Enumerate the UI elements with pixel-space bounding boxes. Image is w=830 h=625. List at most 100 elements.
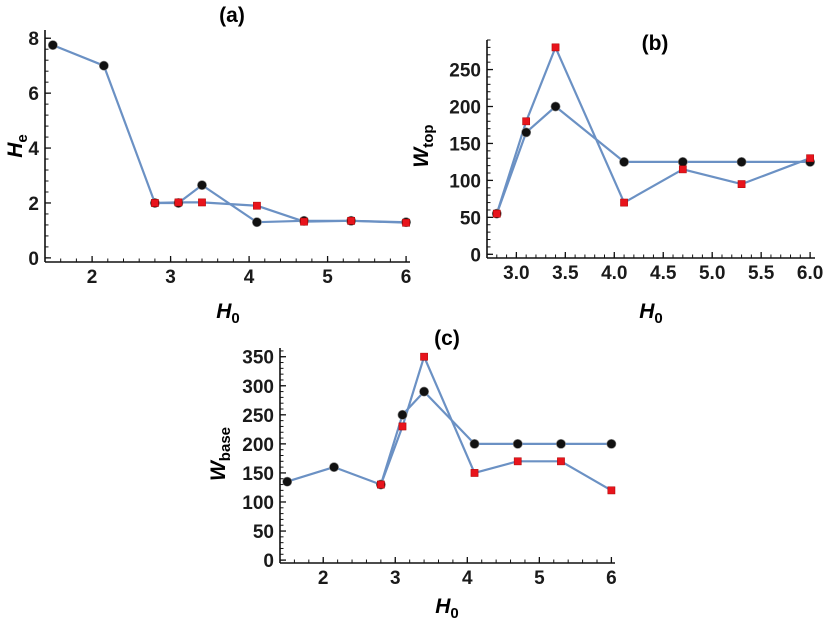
data-point-black — [677, 157, 688, 167]
x-tick-label: 6 — [401, 267, 412, 288]
x-tick-label: 2 — [87, 267, 98, 288]
data-point-black — [736, 157, 747, 167]
y-axis-title: Wbase — [207, 427, 234, 481]
data-point-red — [174, 198, 183, 207]
y-axis-title-subscript: base — [217, 427, 234, 461]
data-point-red — [470, 469, 479, 477]
data-point-black — [521, 127, 532, 138]
data-point-black — [197, 180, 207, 191]
x-axis-title-main: H — [216, 300, 232, 323]
y-tick-label: 150 — [449, 134, 481, 155]
x-tick-label: 3.5 — [552, 263, 579, 284]
data-point-red — [806, 154, 814, 163]
y-tick-label: 350 — [242, 348, 274, 369]
y-tick-label: 0 — [263, 551, 274, 572]
y-axis-title-main: H — [4, 142, 27, 158]
x-axis-title-subscript: 0 — [654, 310, 662, 327]
data-point-red — [420, 352, 428, 361]
y-tick-label: 4 — [28, 139, 39, 160]
data-point-black — [329, 462, 339, 473]
x-tick-label: 5 — [322, 267, 333, 288]
data-point-red — [300, 217, 308, 226]
data-point-black — [98, 60, 109, 71]
panel-b: 3.0 3.5 4.0 4.5 5.0 5.5 6.0 0 50 100 150 200 250 (b) H… — [410, 32, 823, 327]
data-point-black — [619, 157, 629, 167]
y-axis-title-subscript: top — [420, 124, 437, 147]
y-axis-title: He — [4, 134, 31, 158]
y-tick-label: 50 — [460, 208, 481, 229]
data-point-red — [198, 198, 206, 207]
panel-label: (b) — [642, 32, 669, 55]
series-line-red — [495, 46, 811, 215]
data-point-red — [253, 201, 261, 210]
y-tick-label: 2 — [28, 194, 39, 215]
x-tick-label: 3 — [165, 267, 176, 288]
x-axis-title-main: H — [639, 300, 655, 323]
y-tick-label: 0 — [28, 249, 39, 270]
x-tick-label: 6 — [606, 568, 617, 589]
data-point-red — [620, 198, 628, 207]
y-tick-label: 200 — [242, 435, 274, 456]
x-tick-label: 4.0 — [601, 263, 627, 284]
data-point-black — [469, 438, 480, 449]
data-point-red — [737, 180, 746, 188]
x-tick-label: 4 — [244, 267, 255, 288]
data-point-black — [282, 476, 293, 487]
y-tick-label: 300 — [242, 377, 274, 398]
data-point-red — [678, 165, 687, 174]
x-axis-title-subscript: 0 — [231, 310, 239, 327]
data-point-red — [522, 117, 531, 126]
x-tick-label: 5.0 — [699, 263, 725, 284]
data-point-red — [398, 422, 407, 431]
y-tick-label: 6 — [28, 84, 39, 105]
data-point-red — [492, 209, 501, 218]
x-tick-label: 4.5 — [650, 263, 677, 284]
series-line-black — [52, 44, 407, 224]
data-point-black — [252, 217, 262, 228]
x-tick-label: 6.0 — [797, 263, 823, 284]
series-line-black — [495, 105, 811, 215]
x-tick-label: 5.5 — [748, 263, 775, 284]
y-axis-title-subscript: e — [14, 134, 31, 142]
y-tick-label: 0 — [470, 245, 481, 266]
data-point-black — [550, 101, 561, 112]
panel-label: (c) — [434, 327, 460, 350]
data-point-red — [347, 216, 355, 225]
data-point-black — [606, 438, 617, 449]
data-point-black — [47, 40, 58, 51]
x-axis-title: H0 — [216, 300, 240, 327]
y-tick-label: 8 — [28, 29, 39, 50]
y-axis-title: Wtop — [410, 124, 437, 167]
data-point-red — [402, 218, 410, 227]
data-point-black — [556, 438, 566, 449]
x-axis-title-subscript: 0 — [450, 605, 458, 622]
x-tick-label: 5 — [534, 568, 545, 589]
x-tick-label: 3.0 — [503, 263, 529, 284]
series-line-red — [154, 201, 407, 224]
x-tick-label: 4 — [462, 568, 473, 589]
data-point-red — [557, 457, 565, 466]
data-point-red — [513, 457, 522, 466]
y-tick-label: 100 — [242, 493, 274, 514]
y-tick-label: 200 — [449, 98, 481, 119]
y-tick-label: 150 — [242, 464, 274, 485]
x-axis-title-main: H — [435, 595, 451, 618]
y-tick-label: 250 — [242, 406, 274, 427]
y-axis-title-main: W — [410, 146, 433, 168]
data-point-black — [397, 409, 408, 420]
series-line-red — [379, 355, 612, 492]
panel-label: (a) — [219, 4, 245, 27]
data-point-red — [551, 43, 560, 52]
data-point-black — [419, 386, 429, 397]
data-point-black — [512, 438, 523, 449]
x-tick-label: 3 — [390, 568, 401, 589]
data-point-red — [151, 199, 159, 207]
y-axis-title-main: W — [207, 459, 230, 481]
x-axis-title: H0 — [639, 300, 663, 327]
x-tick-label: 2 — [318, 568, 329, 589]
x-axis-title: H0 — [435, 595, 459, 622]
data-point-red — [377, 480, 385, 489]
